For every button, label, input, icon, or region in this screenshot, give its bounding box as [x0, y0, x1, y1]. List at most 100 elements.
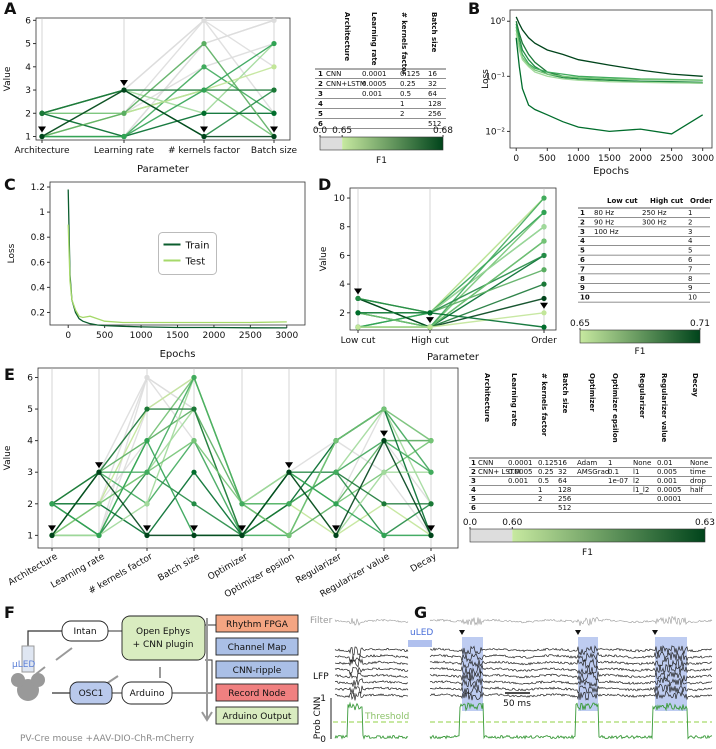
y-tick-label: 0.6 — [31, 258, 46, 268]
config-point — [191, 532, 197, 538]
table-header: Optimizer — [588, 373, 596, 412]
trace — [429, 615, 713, 626]
y-tick-label: 2 — [339, 309, 345, 319]
config-point — [201, 40, 207, 47]
table-cell: 0.0005 — [362, 80, 387, 88]
loss-line — [515, 29, 703, 81]
table-cell: Adam — [577, 459, 597, 467]
config-point — [541, 252, 547, 259]
table-cell: CNN — [478, 459, 493, 467]
table-cell: 0.01 — [657, 459, 673, 467]
x-axis-label: Parameter — [427, 352, 480, 363]
table-cell: l2 — [633, 477, 639, 485]
table-header: High cut — [650, 197, 684, 205]
config-point — [355, 310, 361, 316]
table-cell: CNN+ LSTM — [478, 468, 520, 476]
config-point — [381, 501, 387, 507]
panel-label: E — [4, 365, 15, 384]
x-tick-label: Architecture — [14, 146, 70, 156]
config-point — [96, 532, 102, 538]
table-cell: CNN+LSTM — [326, 80, 366, 88]
legend-label: uLED — [410, 628, 433, 638]
table-cell: 16 — [428, 70, 437, 78]
legend-label: Train — [185, 241, 210, 252]
x-tick-label: Low cut — [341, 336, 376, 346]
config-point — [271, 64, 277, 70]
plugin-label: Rhythm FPGA — [226, 620, 289, 630]
best-marker — [48, 525, 56, 532]
config-point — [144, 438, 150, 444]
table-row-index: 5 — [318, 110, 323, 118]
plugin — [215, 614, 299, 633]
config-point — [381, 532, 387, 538]
best-marker — [285, 462, 293, 469]
config-line — [51, 439, 432, 537]
panel-label: A — [4, 0, 17, 18]
config-point — [428, 438, 434, 444]
plugin-label: Channel Map — [228, 643, 287, 653]
trace — [429, 690, 713, 701]
y-tick-label: 5 — [25, 40, 31, 50]
best-marker — [354, 288, 362, 295]
config-point — [428, 469, 434, 475]
table-row-index: 3 — [471, 477, 476, 485]
y-tick-label: 3 — [25, 86, 31, 96]
event-marker — [459, 630, 465, 635]
colorbar-gray — [470, 529, 513, 542]
plot-frame — [509, 9, 713, 149]
table-cell: 1 — [400, 100, 404, 108]
trace — [334, 646, 409, 656]
table-row-index: 3 — [580, 228, 585, 236]
config-point — [239, 532, 245, 538]
best-marker — [380, 430, 388, 437]
table-header: # kernels factor — [400, 12, 408, 76]
colorbar-label: F1 — [635, 347, 646, 357]
trace — [429, 663, 713, 676]
config-point — [121, 110, 127, 116]
table-row-index: 2 — [471, 468, 476, 476]
x-tick-label: Batch size — [251, 146, 298, 156]
table-cell: 5 — [688, 247, 692, 255]
y-tick-label: 2 — [25, 109, 31, 119]
table-row-index: 4 — [580, 237, 585, 245]
plugin-label: Arduino Output — [223, 712, 292, 722]
config-point — [201, 17, 207, 23]
config-point — [333, 469, 339, 475]
prob-trace — [334, 701, 409, 740]
table-cell: 512 — [428, 120, 441, 128]
table-cell: l1_l2 — [633, 486, 649, 494]
y-tick-label: 4 — [25, 63, 31, 73]
tick-label: 0 — [320, 735, 326, 745]
trace — [429, 650, 713, 663]
config-point — [541, 324, 547, 330]
table-row-index: 6 — [471, 504, 476, 512]
y-tick-label: 1 — [25, 133, 31, 143]
table-cell: 0.0005 — [508, 468, 533, 476]
table-header: Regularizer — [638, 373, 646, 419]
trace — [429, 657, 713, 669]
x-tick-label: 1000 — [130, 331, 153, 341]
config-point — [121, 133, 127, 140]
y-tick-label: 2 — [27, 500, 33, 510]
best-marker — [38, 126, 46, 133]
config-point — [333, 438, 339, 444]
plugin — [215, 683, 299, 702]
config-point — [286, 469, 292, 475]
loss-line — [515, 16, 703, 77]
table-header: Order — [690, 197, 713, 205]
best-marker — [270, 126, 278, 133]
table-cell: 1 — [688, 209, 692, 217]
config-line — [51, 376, 432, 537]
scale-label: 50 ms — [503, 699, 531, 709]
colorbar — [512, 529, 705, 542]
colorbar-tick-label: 0.63 — [695, 518, 715, 528]
table-header: Batch size — [561, 373, 569, 414]
colorbar-label: F1 — [376, 156, 387, 166]
x-tick-label: Optimizer — [206, 552, 249, 583]
config-point — [428, 501, 434, 507]
plugin — [215, 706, 299, 725]
config-point — [381, 469, 387, 475]
colorbar-tick-label: 0.60 — [502, 518, 522, 528]
best-marker — [426, 317, 434, 324]
config-point — [427, 324, 433, 330]
